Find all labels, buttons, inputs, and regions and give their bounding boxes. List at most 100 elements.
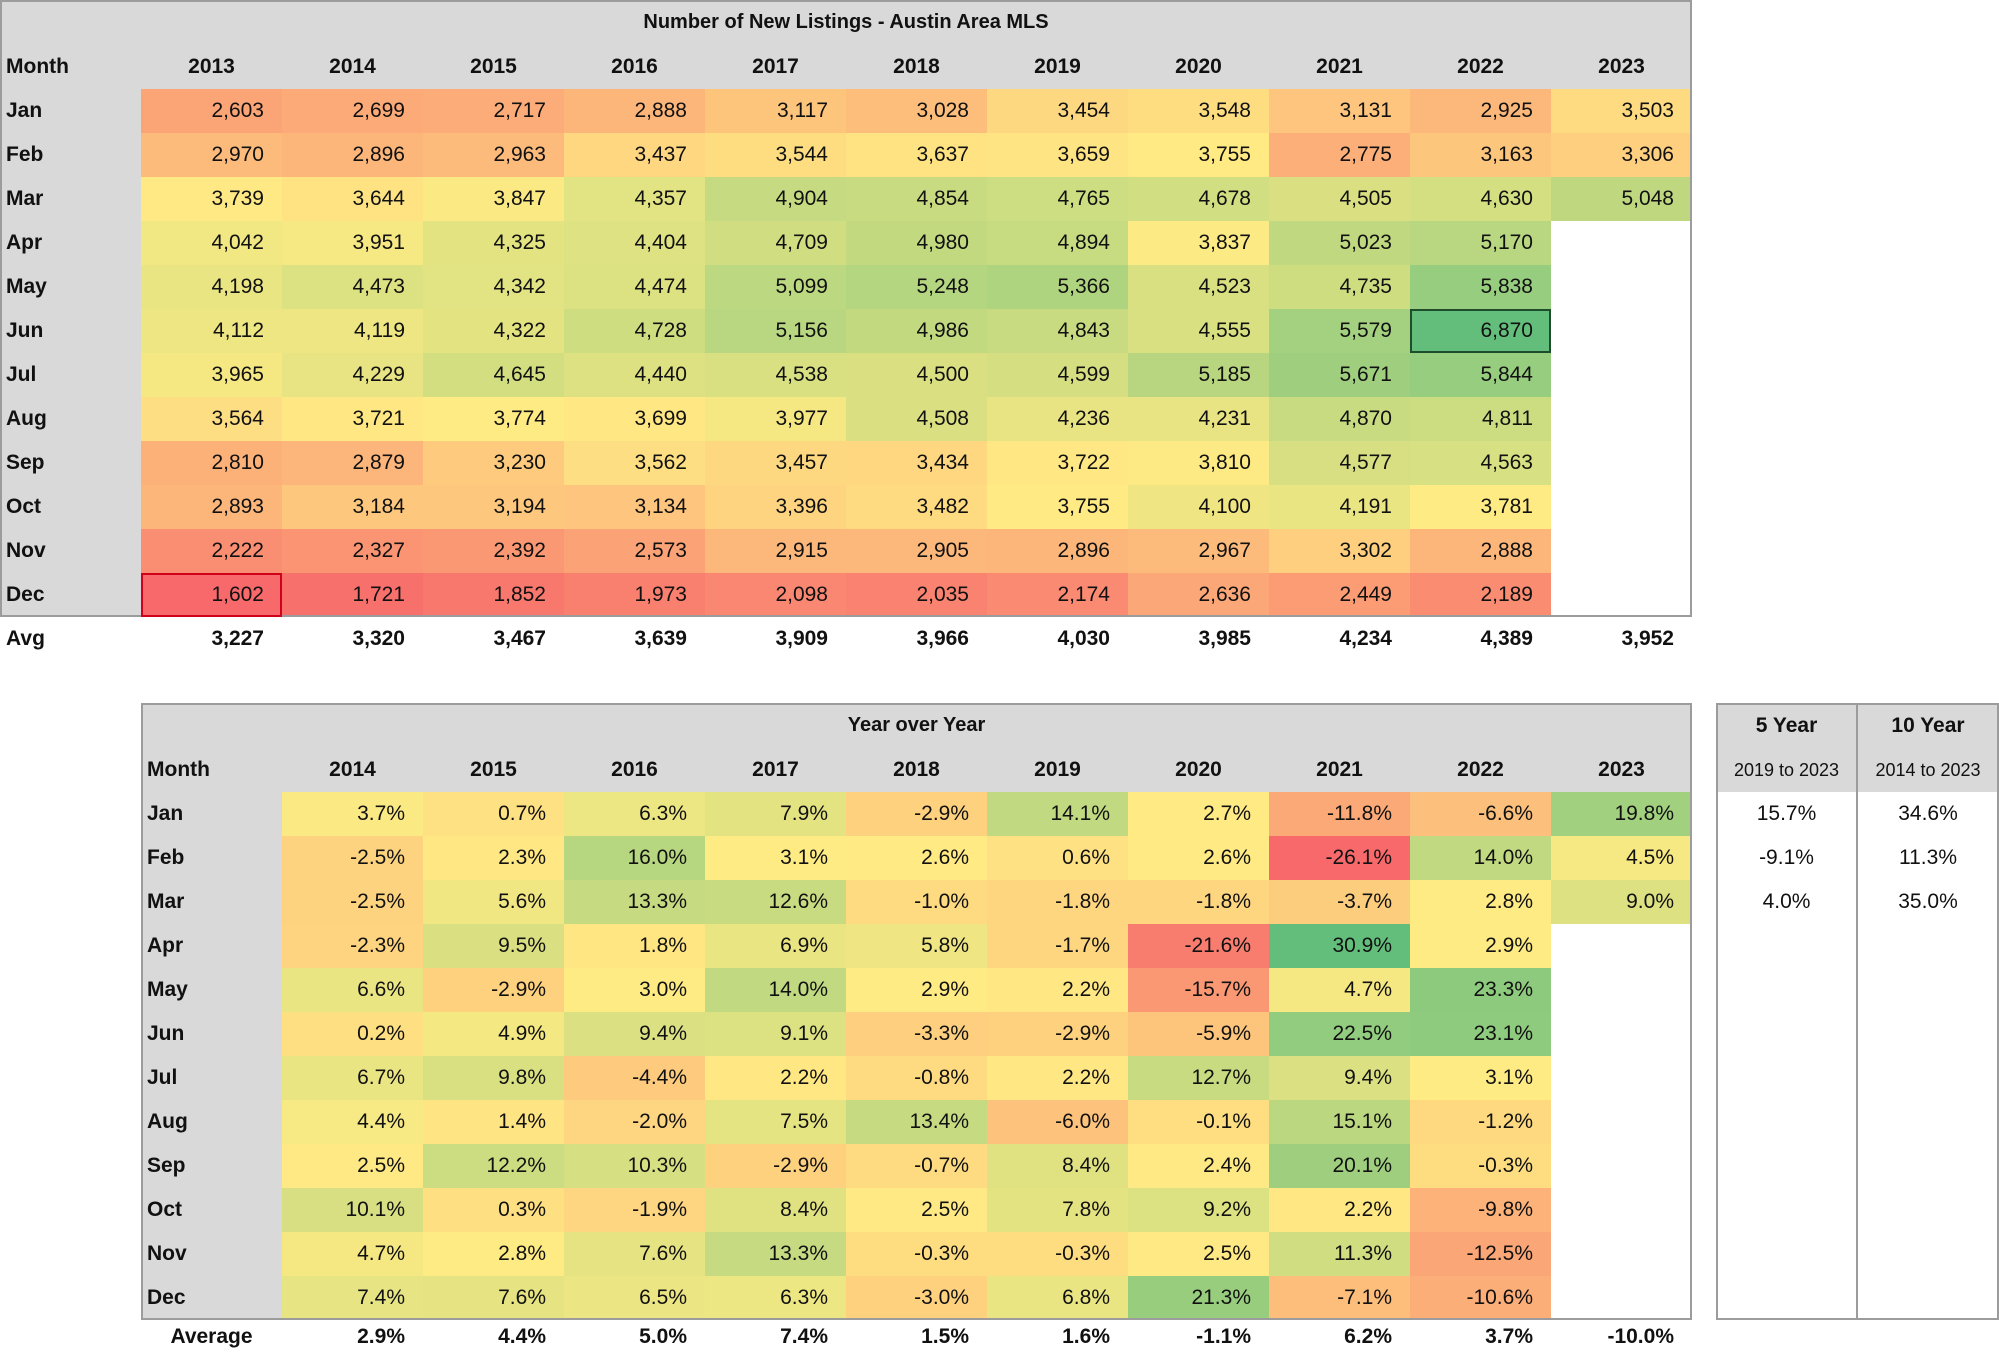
yoy-data-cell: -1.0% [846, 880, 987, 924]
yoy-data-cell [1551, 1276, 1692, 1320]
data-cell: 2,699 [282, 89, 423, 133]
span-column-title: 5 Year [1716, 703, 1857, 748]
data-cell: 3,774 [423, 397, 564, 441]
row-label-month: Aug [0, 397, 141, 441]
data-cell [1551, 353, 1692, 397]
yoy-data-cell: 9.2% [1128, 1188, 1269, 1232]
yoy-data-cell: 2.2% [987, 1056, 1128, 1100]
data-cell: 2,098 [705, 573, 846, 617]
summary-cell: 3,952 [1621, 627, 1674, 650]
data-cell: 5,844 [1410, 353, 1551, 397]
data-cell: 2,222 [141, 529, 282, 573]
row-label-month: Apr [0, 221, 141, 265]
yoy-data-cell: 12.6% [705, 880, 846, 924]
data-cell: 5,048 [1551, 177, 1692, 221]
data-cell: 2,174 [987, 573, 1128, 617]
data-cell [1551, 529, 1692, 573]
yoy-data-cell: 2.4% [1128, 1144, 1269, 1188]
yoy-data-cell: 4.9% [423, 1012, 564, 1056]
yoy-data-cell: 2.3% [423, 836, 564, 880]
yoy-data-cell: 2.5% [282, 1144, 423, 1188]
yoy-data-cell: 9.8% [423, 1056, 564, 1100]
yoy-data-cell: -21.6% [1128, 924, 1269, 968]
yoy-data-cell: 4.4% [282, 1100, 423, 1144]
data-cell: 4,904 [705, 177, 846, 221]
data-cell: 3,722 [987, 441, 1128, 485]
row-label-month: Mar [0, 177, 141, 221]
summary-label: Avg [6, 627, 45, 650]
yoy-data-cell: 0.2% [282, 1012, 423, 1056]
data-cell: 5,579 [1269, 309, 1410, 353]
yoy-data-cell: -2.9% [846, 792, 987, 836]
yoy-column-header-year: 2018 [846, 748, 987, 792]
yoy-data-cell: 10.3% [564, 1144, 705, 1188]
data-cell: 3,810 [1128, 441, 1269, 485]
data-cell: 5,366 [987, 265, 1128, 309]
yoy-data-cell: 2.9% [846, 968, 987, 1012]
table-title: Number of New Listings - Austin Area MLS [0, 0, 1692, 45]
data-cell: 2,893 [141, 485, 282, 529]
yoy-summary-cell: -10.0% [1607, 1325, 1674, 1348]
column-header-year: 2019 [987, 45, 1128, 89]
yoy-summary-cell: 3.7% [1485, 1325, 1533, 1348]
yoy-column-header-year: 2023 [1551, 748, 1692, 792]
yoy-data-cell: -2.5% [282, 836, 423, 880]
yoy-data-cell: -7.1% [1269, 1276, 1410, 1320]
yoy-data-cell: 6.6% [282, 968, 423, 1012]
data-cell: 5,838 [1410, 265, 1551, 309]
yoy-data-cell: 6.7% [282, 1056, 423, 1100]
data-cell: 3,457 [705, 441, 846, 485]
data-cell: 3,302 [1269, 529, 1410, 573]
data-cell: 2,896 [987, 529, 1128, 573]
data-cell: 2,915 [705, 529, 846, 573]
yoy-data-cell: -9.8% [1410, 1188, 1551, 1232]
yoy-data-cell: 2.8% [423, 1232, 564, 1276]
yoy-data-cell: -2.5% [282, 880, 423, 924]
summary-cell: 4,234 [1339, 627, 1392, 650]
yoy-data-cell [1551, 924, 1692, 968]
data-cell: 4,735 [1269, 265, 1410, 309]
yoy-data-cell: 2.5% [846, 1188, 987, 1232]
yoy-data-cell: -0.8% [846, 1056, 987, 1100]
yoy-data-cell: 8.4% [987, 1144, 1128, 1188]
data-cell: 3,564 [141, 397, 282, 441]
data-cell: 2,189 [1410, 573, 1551, 617]
yoy-row-label-month: Mar [141, 880, 282, 924]
data-cell: 3,131 [1269, 89, 1410, 133]
yoy-summary-label: Average [170, 1325, 253, 1348]
data-cell: 2,775 [1269, 133, 1410, 177]
column-header-year: 2023 [1551, 45, 1692, 89]
yoy-summary-cell: 1.5% [921, 1325, 969, 1348]
yoy-data-cell: -6.6% [1410, 792, 1551, 836]
yoy-column-header-year: 2022 [1410, 748, 1551, 792]
yoy-data-cell: 12.7% [1128, 1056, 1269, 1100]
data-cell: 4,563 [1410, 441, 1551, 485]
data-cell: 3,482 [846, 485, 987, 529]
data-cell: 3,965 [141, 353, 282, 397]
data-cell: 3,134 [564, 485, 705, 529]
summary-cell: 3,985 [1198, 627, 1251, 650]
data-cell: 2,035 [846, 573, 987, 617]
yoy-data-cell: -0.3% [987, 1232, 1128, 1276]
yoy-data-cell: 23.1% [1410, 1012, 1551, 1056]
yoy-data-cell: 30.9% [1269, 924, 1410, 968]
span-data-cell: 34.6% [1898, 802, 1958, 825]
data-cell: 4,599 [987, 353, 1128, 397]
span-column-subtitle: 2019 to 2023 [1716, 748, 1857, 792]
yoy-row-label-month: Aug [141, 1100, 282, 1144]
data-cell: 4,709 [705, 221, 846, 265]
yoy-data-cell: 13.3% [705, 1232, 846, 1276]
data-cell: 3,847 [423, 177, 564, 221]
yoy-data-cell: 20.1% [1269, 1144, 1410, 1188]
column-header-year: 2013 [141, 45, 282, 89]
yoy-row-label-month: Jan [141, 792, 282, 836]
data-cell: 2,925 [1410, 89, 1551, 133]
yoy-data-cell: 1.8% [564, 924, 705, 968]
data-cell: 2,717 [423, 89, 564, 133]
yoy-data-cell: 1.4% [423, 1100, 564, 1144]
yoy-data-cell: 2.2% [987, 968, 1128, 1012]
yoy-data-cell: -4.4% [564, 1056, 705, 1100]
summary-cell: 3,227 [211, 627, 264, 650]
data-cell: 4,555 [1128, 309, 1269, 353]
yoy-data-cell: -12.5% [1410, 1232, 1551, 1276]
